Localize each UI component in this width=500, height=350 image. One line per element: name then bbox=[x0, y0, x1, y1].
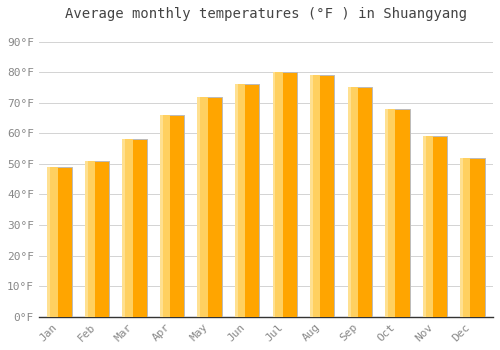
Bar bbox=[348, 88, 372, 317]
Bar bbox=[122, 139, 146, 317]
Bar bbox=[198, 97, 207, 317]
Bar bbox=[348, 88, 358, 317]
Bar bbox=[310, 75, 313, 317]
Bar bbox=[160, 115, 163, 317]
Bar bbox=[48, 167, 58, 317]
Bar bbox=[385, 109, 396, 317]
Bar bbox=[235, 84, 260, 317]
Bar bbox=[122, 139, 132, 317]
Bar bbox=[422, 136, 433, 317]
Bar bbox=[460, 158, 470, 317]
Bar bbox=[85, 161, 109, 317]
Title: Average monthly temperatures (°F ) in Shuangyang: Average monthly temperatures (°F ) in Sh… bbox=[65, 7, 467, 21]
Bar bbox=[198, 97, 222, 317]
Bar bbox=[385, 109, 388, 317]
Bar bbox=[122, 139, 126, 317]
Bar bbox=[272, 72, 297, 317]
Bar bbox=[85, 161, 95, 317]
Bar bbox=[160, 115, 170, 317]
Bar bbox=[310, 75, 320, 317]
Bar bbox=[385, 109, 409, 317]
Bar bbox=[85, 161, 87, 317]
Bar bbox=[198, 97, 200, 317]
Bar bbox=[235, 84, 245, 317]
Bar bbox=[48, 167, 72, 317]
Bar bbox=[235, 84, 238, 317]
Bar bbox=[272, 72, 276, 317]
Bar bbox=[160, 115, 184, 317]
Bar bbox=[422, 136, 426, 317]
Bar bbox=[460, 158, 463, 317]
Bar bbox=[460, 158, 484, 317]
Bar bbox=[48, 167, 50, 317]
Bar bbox=[348, 88, 350, 317]
Bar bbox=[272, 72, 282, 317]
Bar bbox=[422, 136, 447, 317]
Bar bbox=[310, 75, 334, 317]
